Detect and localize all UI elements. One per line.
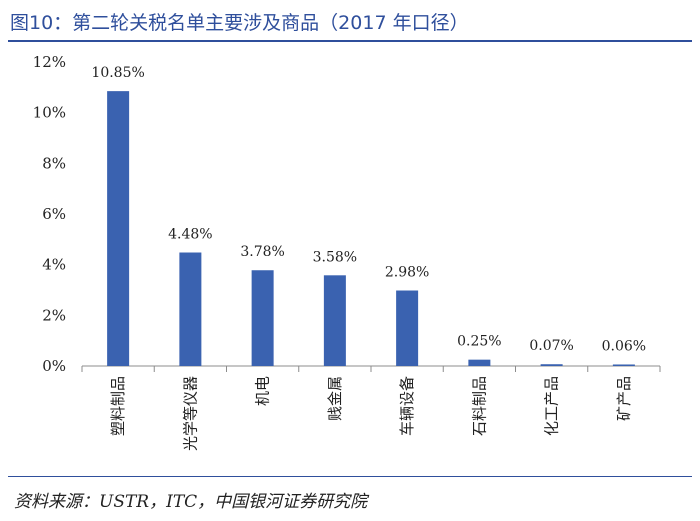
y-tick-label: 2%: [42, 306, 66, 324]
data-label: 0.07%: [529, 338, 573, 354]
x-tick-label: 矿产品: [615, 376, 633, 421]
bar: [107, 91, 130, 366]
x-tick-label: 贱金属: [326, 376, 344, 421]
bar: [323, 275, 346, 366]
bar: [612, 364, 635, 366]
y-tick-label: 10%: [33, 104, 66, 122]
source-divider: [8, 476, 692, 477]
data-label: 0.06%: [602, 338, 646, 354]
bar: [540, 364, 563, 366]
x-tick-label: 机电: [254, 376, 272, 406]
y-tick-label: 6%: [42, 205, 66, 223]
title-divider: [8, 40, 692, 42]
data-label: 2.98%: [385, 265, 429, 281]
source-note: 资料来源：USTR，ITC，中国银河证券研究院: [14, 492, 368, 512]
bar: [251, 270, 274, 366]
data-label: 4.48%: [168, 227, 212, 243]
bar: [468, 359, 491, 366]
x-tick-label: 车辆设备: [398, 376, 416, 436]
y-tick-label: 0%: [42, 357, 66, 375]
x-tick-label: 塑料制品: [109, 376, 127, 436]
y-tick-label: 12%: [33, 53, 66, 71]
data-label: 3.58%: [313, 249, 357, 265]
x-tick-label: 光学等仪器: [181, 376, 199, 451]
data-label: 10.85%: [91, 65, 144, 81]
bar: [179, 252, 202, 366]
figure-header: 图10：第二轮关税名单主要涉及商品（2017 年口径）: [8, 4, 692, 40]
y-tick-label: 8%: [42, 154, 66, 172]
data-label: 3.78%: [240, 244, 284, 260]
x-tick-label: 石料制品: [470, 376, 488, 436]
data-label: 0.25%: [457, 334, 501, 350]
bar-chart: 0% 2% 4% 6% 8% 10% 12% 10.85% 塑料制品 4.48% 光学等仪器 3.78…: [33, 53, 661, 451]
figure-title: 图10：第二轮关税名单主要涉及商品（2017 年口径）: [10, 12, 469, 34]
x-tick-label: 化工产品: [543, 376, 561, 436]
y-tick-label: 4%: [42, 256, 66, 274]
bar: [396, 290, 419, 366]
